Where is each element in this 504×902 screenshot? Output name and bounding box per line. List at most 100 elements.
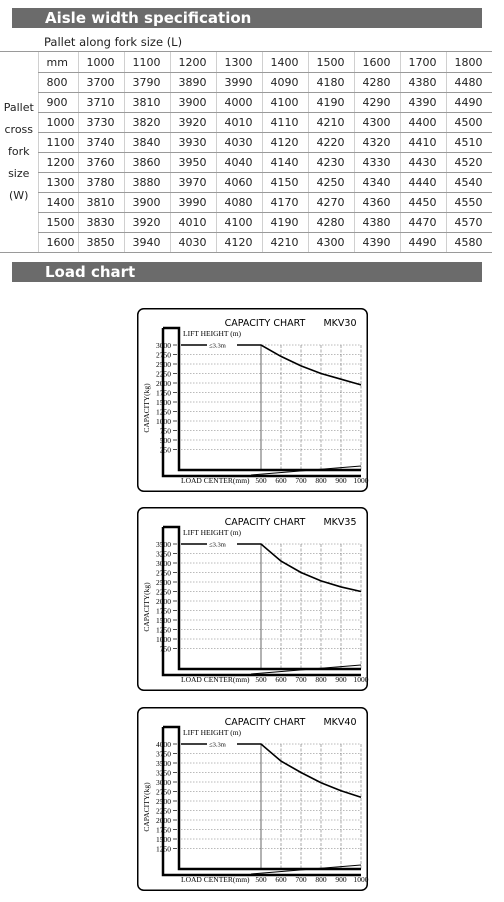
model-name: MKV30 bbox=[323, 318, 356, 329]
cell: 4090 bbox=[261, 72, 308, 93]
series-label: ≤3.3m bbox=[209, 542, 226, 549]
y-tick-label: 750 bbox=[160, 427, 172, 436]
cell: 4440 bbox=[399, 172, 446, 193]
cell: 4100 bbox=[215, 212, 262, 233]
table-row: 1400 3810 3900 3990 4080 4170 4270 4360 4450 4550 bbox=[0, 192, 493, 213]
x-tick-label: 500 bbox=[255, 476, 267, 485]
cell: 3760 bbox=[77, 152, 124, 173]
row-label: 1600 bbox=[37, 232, 78, 253]
cell: 4110 bbox=[261, 112, 308, 133]
cell: 4280 bbox=[307, 212, 354, 233]
caption-row: Pallet along fork size (L) bbox=[0, 32, 493, 52]
cell: 4380 bbox=[353, 212, 400, 233]
cell: 4280 bbox=[353, 72, 400, 93]
cell: 4410 bbox=[399, 132, 446, 153]
cell: 4040 bbox=[215, 152, 262, 173]
table-row: 900 3710 3810 3900 4000 4100 4190 4290 4390 4490 bbox=[0, 92, 493, 113]
y-tick-label: 500 bbox=[160, 436, 172, 445]
cell: 4120 bbox=[215, 232, 262, 253]
label-bg bbox=[207, 341, 237, 349]
x-tick-label: 700 bbox=[295, 675, 307, 684]
x-axis-label: LOAD CENTER(mm) bbox=[181, 675, 250, 684]
x-tick-label: 500 bbox=[255, 875, 267, 884]
cell: 4100 bbox=[261, 92, 308, 113]
model-name: MKV40 bbox=[323, 717, 356, 728]
cell: 4120 bbox=[261, 132, 308, 153]
cell: 4190 bbox=[261, 212, 308, 233]
column-header: 1000 bbox=[77, 51, 124, 73]
aisle-table: Pallet along fork size (L) Pallet cross … bbox=[0, 32, 493, 253]
cell: 4510 bbox=[445, 132, 493, 153]
axis-frame bbox=[161, 328, 361, 478]
table-row: 1500 3830 3920 4010 4100 4190 4280 4380 4470 4570 bbox=[0, 212, 493, 233]
capacity-chart: CAPACITY CHART MKV40400037503500325030002… bbox=[137, 707, 369, 891]
series-label: ≤3.3m bbox=[209, 343, 226, 350]
cell: 3970 bbox=[169, 172, 216, 193]
header-row: Pallet cross fork size (W) mm 1000 1100 12… bbox=[0, 51, 493, 253]
cell: 4060 bbox=[215, 172, 262, 193]
cell: 4230 bbox=[307, 152, 354, 173]
cell: 4080 bbox=[215, 192, 262, 213]
cell: 3990 bbox=[215, 72, 262, 93]
cell: 3930 bbox=[169, 132, 216, 153]
row-label: 1500 bbox=[37, 212, 78, 233]
cell: 4380 bbox=[399, 72, 446, 93]
model-name: MKV35 bbox=[323, 517, 356, 528]
cell: 4490 bbox=[399, 232, 446, 253]
column-header: 1600 bbox=[353, 51, 400, 73]
column-header: 1200 bbox=[169, 51, 216, 73]
cell: 3860 bbox=[123, 152, 170, 173]
annotation: LIFT HEIGHT (m) bbox=[183, 329, 242, 338]
axis-frame bbox=[163, 725, 361, 871]
table-row: 800 3700 3790 3890 3990 4090 4180 4280 4380 4480 bbox=[0, 72, 493, 93]
row-label: 1300 bbox=[37, 172, 78, 193]
cell: 4030 bbox=[169, 232, 216, 253]
cell: 3890 bbox=[169, 72, 216, 93]
cell: 4340 bbox=[353, 172, 400, 193]
cell: 4570 bbox=[445, 212, 493, 233]
chart-frame bbox=[137, 308, 368, 492]
y-tick-label: 250 bbox=[160, 446, 172, 455]
annotation: LIFT HEIGHT (m) bbox=[183, 728, 242, 737]
cell: 4030 bbox=[215, 132, 262, 153]
cell: 4220 bbox=[307, 132, 354, 153]
cell: 4320 bbox=[353, 132, 400, 153]
charts: CAPACITY CHART MKV30300027502500225020001… bbox=[137, 308, 369, 891]
axis-frame bbox=[161, 727, 361, 877]
cell: 3710 bbox=[77, 92, 124, 113]
cell: 4450 bbox=[399, 192, 446, 213]
section-title: Load chart bbox=[12, 262, 482, 282]
capacity-chart: CAPACITY CHART MKV30300027502500225020001… bbox=[137, 308, 369, 492]
cell: 4170 bbox=[261, 192, 308, 213]
cell: 3790 bbox=[123, 72, 170, 93]
x-tick-label: 600 bbox=[275, 476, 287, 485]
x-tick-label: 900 bbox=[335, 476, 347, 485]
cell: 3880 bbox=[123, 172, 170, 193]
capacity-line bbox=[181, 344, 362, 386]
cell: 3940 bbox=[123, 232, 170, 253]
row-header: Pallet cross fork size (W) bbox=[0, 51, 38, 253]
series-label: ≤3.3m bbox=[209, 742, 226, 749]
cell: 3900 bbox=[123, 192, 170, 213]
cell: 3830 bbox=[77, 212, 124, 233]
corner-cell: mm bbox=[37, 51, 78, 73]
axis-frame bbox=[163, 525, 361, 671]
cell: 3820 bbox=[123, 112, 170, 133]
cell: 3730 bbox=[77, 112, 124, 133]
column-header: 1300 bbox=[215, 51, 262, 73]
cell: 4300 bbox=[307, 232, 354, 253]
cell: 4300 bbox=[353, 112, 400, 133]
cell: 4390 bbox=[353, 232, 400, 253]
cell: 4000 bbox=[215, 92, 262, 113]
cell: 3990 bbox=[169, 192, 216, 213]
row-label: 1100 bbox=[37, 132, 78, 153]
blank-cell bbox=[0, 32, 38, 52]
cell: 3920 bbox=[169, 112, 216, 133]
cell: 4520 bbox=[445, 152, 493, 173]
cell: 4010 bbox=[215, 112, 262, 133]
table-caption: Pallet along fork size (L) bbox=[38, 32, 493, 52]
cell: 3900 bbox=[169, 92, 216, 113]
x-tick-label: 900 bbox=[335, 875, 347, 884]
cell: 4540 bbox=[445, 172, 493, 193]
